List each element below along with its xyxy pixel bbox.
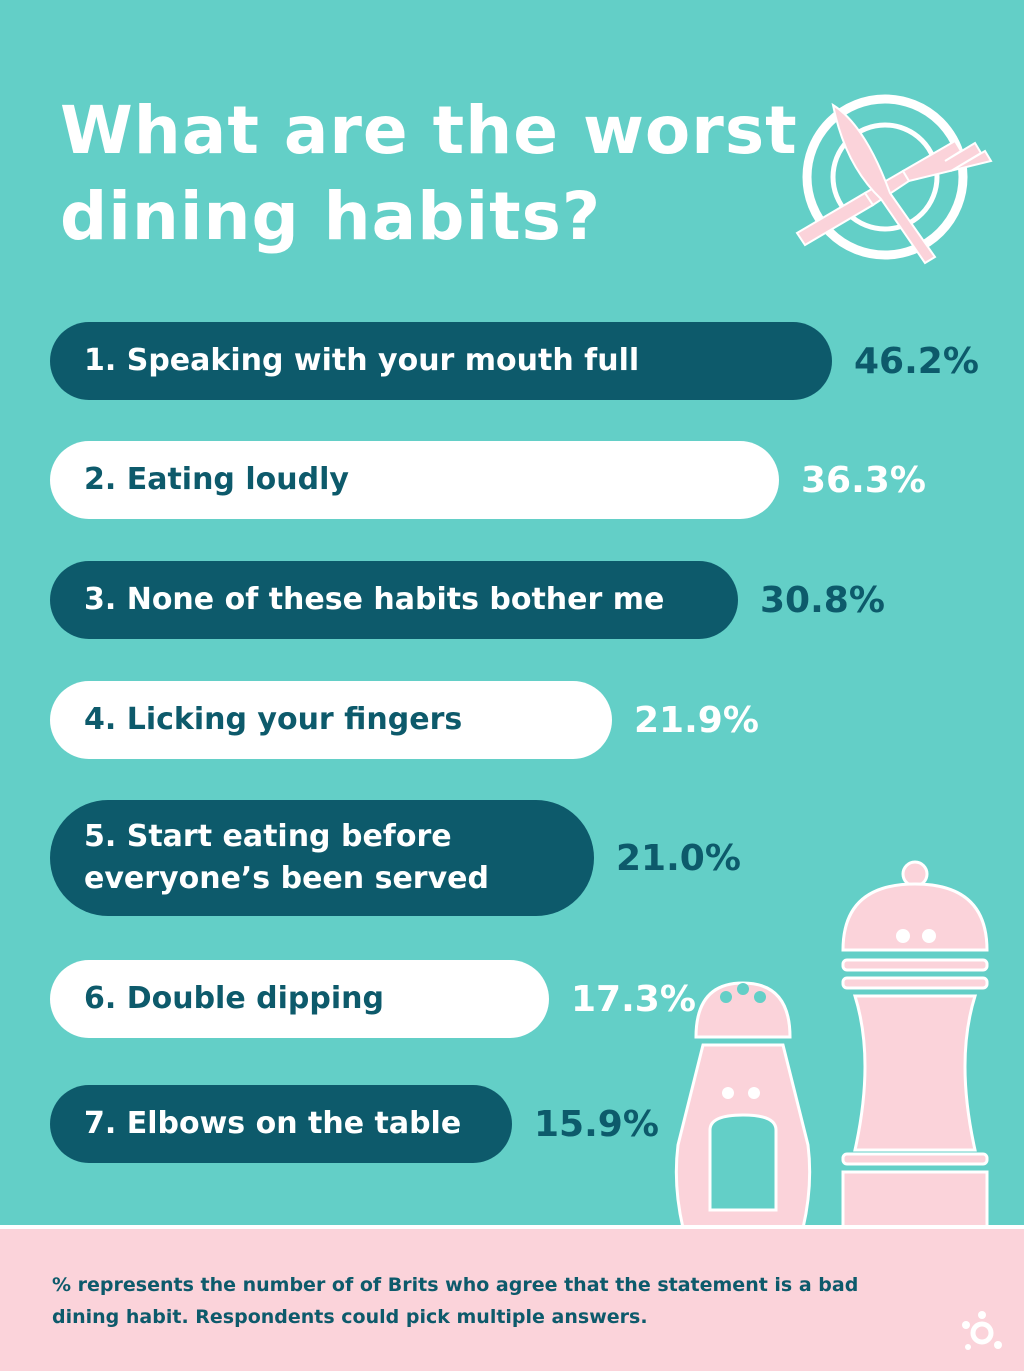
bar-row: 1. Speaking with your mouth full 46.2% [50, 322, 979, 400]
bar-row: 4. Licking your fingers 21.9% [50, 681, 759, 759]
bar: 7. Elbows on the table [50, 1085, 512, 1163]
bar: 5. Start eating before everyone’s been s… [50, 800, 594, 916]
footnote: % represents the number of of Brits who … [52, 1274, 859, 1328]
value-label: 21.9% [634, 699, 759, 741]
plate-cutlery-icon [795, 94, 993, 265]
bar-row: 6. Double dipping 17.3% [50, 960, 696, 1038]
value-label: 15.9% [534, 1103, 659, 1145]
value-label: 17.3% [571, 978, 696, 1020]
bar: 1. Speaking with your mouth full [50, 322, 832, 400]
pepper-mill-icon [841, 860, 989, 1228]
bar: 4. Licking your fingers [50, 681, 612, 759]
bar-row: 2. Eating loudly 36.3% [50, 441, 926, 519]
chart-title: What are the worst dining habits? [60, 92, 798, 255]
salt-shaker-icon [674, 981, 812, 1228]
brand-logo-icon [962, 1311, 1002, 1350]
value-label: 36.3% [801, 459, 926, 501]
bar: 6. Double dipping [50, 960, 549, 1038]
bar-row: 5. Start eating before everyone’s been s… [50, 800, 741, 916]
bar: 2. Eating loudly [50, 441, 779, 519]
bar-row: 7. Elbows on the table 15.9% [50, 1085, 659, 1163]
bar-row: 3. None of these habits bother me 30.8% [50, 561, 885, 639]
value-label: 30.8% [760, 579, 885, 621]
bar: 3. None of these habits bother me [50, 561, 738, 639]
value-label: 46.2% [854, 340, 979, 382]
value-label: 21.0% [616, 837, 741, 879]
footer: % represents the number of of Brits who … [0, 1225, 1024, 1371]
